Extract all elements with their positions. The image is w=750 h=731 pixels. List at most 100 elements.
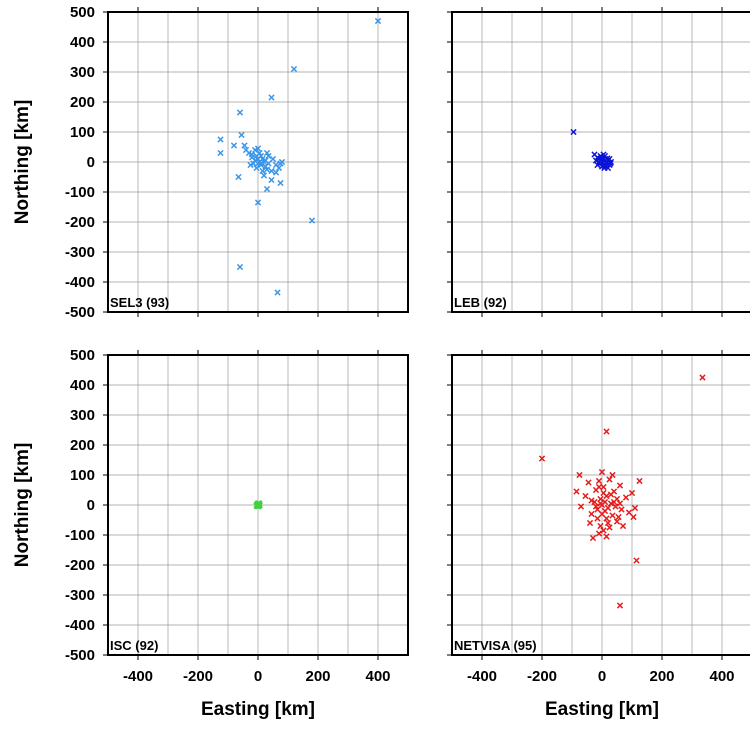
y-tick-label: 500 <box>70 4 95 21</box>
data-point <box>586 519 594 527</box>
data-point <box>573 488 580 495</box>
y-tick-label: -300 <box>65 244 95 261</box>
data-point <box>374 17 382 25</box>
y-tick-label: 100 <box>70 467 95 484</box>
x-tick-label: -400 <box>467 668 497 685</box>
data-point <box>604 519 612 527</box>
data-point <box>610 498 618 506</box>
y-tick-label: -100 <box>65 184 95 201</box>
data-point <box>628 489 636 497</box>
data-point <box>592 157 600 164</box>
x-tick-label: -200 <box>527 668 557 685</box>
y-tick-label: 300 <box>70 64 95 81</box>
data-point <box>254 145 262 152</box>
data-point <box>538 455 546 462</box>
plot-frame <box>107 354 409 656</box>
data-point <box>268 167 275 175</box>
data-point <box>308 217 316 224</box>
panel-label: NETVISA (95) <box>454 638 537 653</box>
data-point <box>577 503 585 510</box>
data-point <box>603 515 610 522</box>
data-point <box>248 154 256 161</box>
data-point <box>612 503 619 510</box>
x-axis-title: Easting [km] <box>545 699 659 720</box>
y-tick-label: -500 <box>65 647 95 664</box>
data-point <box>603 533 610 540</box>
data-point <box>613 518 621 525</box>
data-point <box>262 157 269 164</box>
x-tick-label: 400 <box>365 668 390 685</box>
data-point <box>217 149 224 157</box>
x-tick-label: 200 <box>305 668 330 685</box>
data-point <box>257 160 265 167</box>
y-tick-label: 0 <box>87 154 95 171</box>
data-point <box>598 510 606 518</box>
data-point <box>592 503 600 510</box>
y-tick-label: -300 <box>65 587 95 604</box>
x-tick-label: -200 <box>183 668 213 685</box>
panel-netvisa: NETVISA (95) -400 -200 0 200 400 Easting [km] <box>447 350 750 720</box>
x-axis-title: Easting [km] <box>201 699 315 720</box>
data-point <box>602 159 609 166</box>
data-point <box>636 477 643 485</box>
data-point <box>253 502 260 510</box>
data-point <box>618 506 625 513</box>
data-point <box>236 263 244 271</box>
y-axis-title: Northing [km] <box>12 100 33 225</box>
data-point <box>588 497 595 504</box>
data-point <box>597 500 604 507</box>
data-point <box>622 494 630 501</box>
y-tick-label: 500 <box>70 347 95 364</box>
data-point <box>268 94 275 101</box>
data-point <box>604 155 611 162</box>
data-point <box>606 476 613 483</box>
data-point <box>607 491 615 498</box>
panel-isc: ISC (92) 500 400 300 200 100 0 -100 -200 -300 -400… <box>12 347 409 720</box>
panel-sel3: SEL3 (93) 500 400 300 200 100 0 -100 -200 -300 -40… <box>12 4 409 321</box>
panel-label: SEL3 (93) <box>110 295 169 310</box>
data-point <box>595 483 603 491</box>
x-tick-label: 400 <box>709 668 734 685</box>
data-point <box>604 504 612 512</box>
data-point <box>268 176 275 184</box>
data-point <box>598 468 606 476</box>
data-point <box>263 185 271 193</box>
data-point <box>570 128 577 136</box>
data-point <box>625 509 633 516</box>
panel-label: ISC (92) <box>110 638 158 653</box>
data-point <box>290 65 298 73</box>
data-point <box>595 530 603 537</box>
data-point <box>238 131 245 139</box>
data-point <box>699 374 706 381</box>
data-point <box>597 522 604 530</box>
y-tick-label: -400 <box>65 617 95 634</box>
data-point <box>606 524 613 531</box>
data-point <box>259 167 266 175</box>
plot-frame <box>451 11 750 313</box>
y-tick-label: 400 <box>70 377 95 394</box>
y-tick-label: -400 <box>65 274 95 291</box>
data-point <box>274 289 281 296</box>
data-point <box>619 522 627 530</box>
data-point <box>272 169 280 176</box>
data-point <box>603 428 610 435</box>
y-tick-label: -100 <box>65 527 95 544</box>
data-point <box>582 492 589 500</box>
data-point <box>263 149 271 157</box>
data-point <box>230 142 238 149</box>
y-tick-label: 400 <box>70 34 95 51</box>
plot-frame <box>451 354 750 656</box>
data-point <box>609 512 616 519</box>
y-tick-label: 200 <box>70 437 95 454</box>
data-point <box>601 498 609 506</box>
x-tick-label: 200 <box>649 668 674 685</box>
data-point <box>260 172 268 179</box>
data-point <box>277 179 284 187</box>
panel-label: LEB (92) <box>454 295 507 310</box>
data-point <box>576 471 583 479</box>
data-point <box>631 504 639 512</box>
data-point <box>263 166 271 173</box>
data-point <box>236 109 244 116</box>
data-point <box>595 477 603 485</box>
